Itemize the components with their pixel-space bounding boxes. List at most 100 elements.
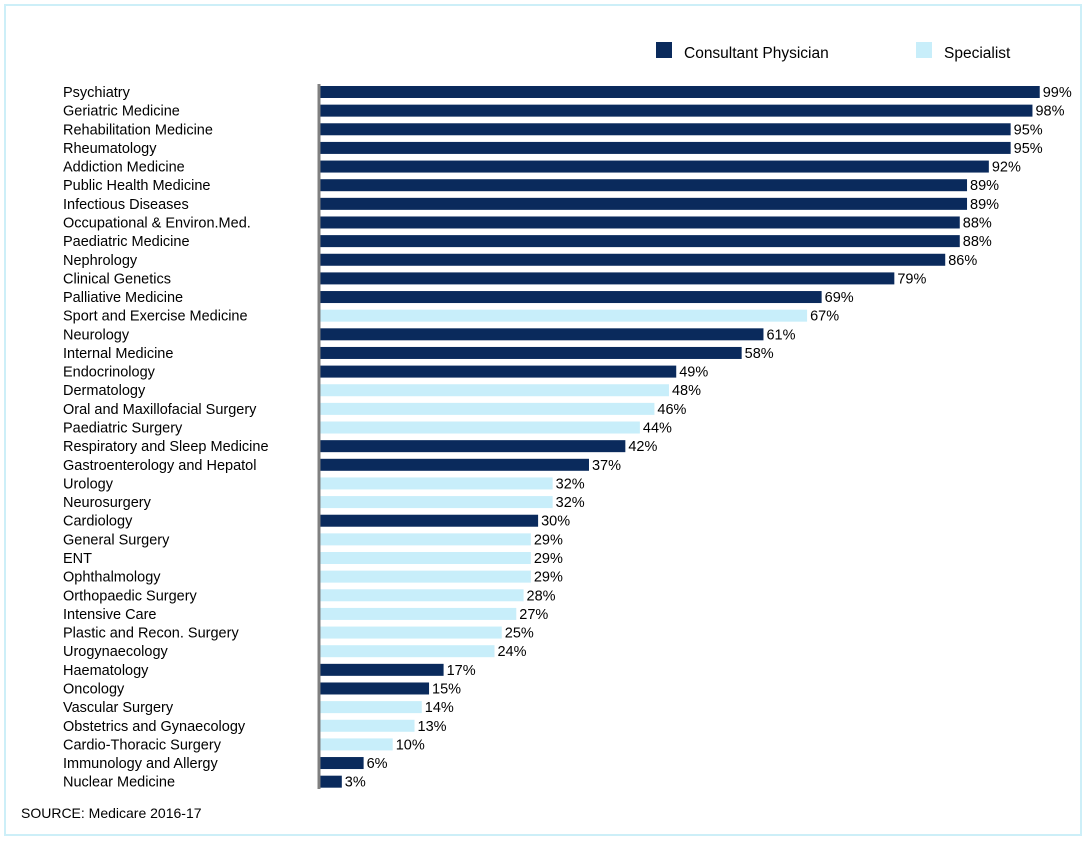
category-label-immunology-and-allergy: Immunology and Allergy [63, 756, 218, 772]
bar-sport-and-exercise-medicine [320, 309, 808, 322]
bar-oral-and-maxillofacial-surgery [320, 402, 655, 415]
value-label-nephrology: 86% [948, 253, 977, 269]
category-label-gastroenterology-and-hepatol: Gastroenterology and Hepatol [63, 458, 256, 474]
value-label-obstetrics-and-gynaecology: 13% [418, 719, 447, 735]
category-label-sport-and-exercise-medicine: Sport and Exercise Medicine [63, 309, 248, 325]
bar-urology [320, 477, 553, 490]
category-label-rehabilitation-medicine: Rehabilitation Medicine [63, 122, 213, 138]
bar-public-health-medicine [320, 179, 968, 192]
value-label-nuclear-medicine: 3% [345, 775, 366, 791]
legend-label-specialist: Specialist [944, 45, 1011, 62]
bar-endocrinology [320, 365, 677, 378]
bar-haematology [320, 663, 444, 676]
value-label-respiratory-and-sleep-medicine: 42% [628, 439, 657, 455]
value-label-immunology-and-allergy: 6% [367, 756, 388, 772]
bars-layer: Psychiatry 99% Geriatric Medicine 98% Rehabi… [63, 85, 1072, 791]
value-label-cardio-thoracic-surgery: 10% [396, 737, 425, 753]
bar-ophthalmology [320, 570, 531, 583]
bar-oncology [320, 682, 430, 695]
category-label-clinical-genetics: Clinical Genetics [63, 271, 171, 287]
value-label-endocrinology: 49% [679, 365, 708, 381]
source-note: SOURCE: Medicare 2016-17 [21, 805, 202, 821]
value-label-palliative-medicine: 69% [825, 290, 854, 306]
value-label-dermatology: 48% [672, 383, 701, 399]
bar-gastroenterology-and-hepatol [320, 458, 589, 471]
category-label-respiratory-and-sleep-medicine: Respiratory and Sleep Medicine [63, 439, 269, 455]
value-label-vascular-surgery: 14% [425, 700, 454, 716]
category-label-ophthalmology: Ophthalmology [63, 570, 161, 586]
category-label-occupational-and-environ-med: Occupational & Environ.Med. [63, 215, 251, 231]
value-label-neurology: 61% [766, 327, 795, 343]
bar-rehabilitation-medicine [320, 123, 1011, 136]
category-label-paediatric-surgery: Paediatric Surgery [63, 421, 183, 437]
category-label-internal-medicine: Internal Medicine [63, 346, 173, 362]
bar-vascular-surgery [320, 701, 422, 714]
category-label-public-health-medicine: Public Health Medicine [63, 178, 211, 194]
category-label-endocrinology: Endocrinology [63, 365, 156, 381]
value-label-paediatric-surgery: 44% [643, 421, 672, 437]
category-label-dermatology: Dermatology [63, 383, 146, 399]
bar-cardiology [320, 514, 539, 527]
category-label-urology: Urology [63, 476, 114, 492]
bar-geriatric-medicine [320, 104, 1033, 117]
value-label-intensive-care: 27% [519, 607, 548, 623]
value-label-plastic-and-recon-surgery: 25% [505, 626, 534, 642]
value-label-paediatric-medicine: 88% [963, 234, 992, 250]
bar-paediatric-medicine [320, 235, 960, 248]
value-label-public-health-medicine: 89% [970, 178, 999, 194]
category-label-haematology: Haematology [63, 663, 149, 679]
bar-cardio-thoracic-surgery [320, 738, 393, 751]
legend-swatch-consultant-physician [656, 42, 672, 58]
category-label-psychiatry: Psychiatry [63, 85, 131, 101]
category-label-nephrology: Nephrology [63, 253, 138, 269]
bar-respiratory-and-sleep-medicine [320, 440, 626, 453]
value-label-clinical-genetics: 79% [897, 271, 926, 287]
category-label-general-surgery: General Surgery [63, 532, 170, 548]
category-label-infectious-diseases: Infectious Diseases [63, 197, 189, 213]
value-label-internal-medicine: 58% [745, 346, 774, 362]
bar-nephrology [320, 253, 946, 266]
bar-orthopaedic-surgery [320, 589, 524, 602]
value-label-psychiatry: 99% [1043, 85, 1072, 101]
value-label-urology: 32% [556, 476, 585, 492]
bar-addiction-medicine [320, 160, 989, 173]
bar-nuclear-medicine [320, 775, 342, 788]
category-label-addiction-medicine: Addiction Medicine [63, 160, 185, 176]
value-label-addiction-medicine: 92% [992, 160, 1021, 176]
bar-urogynaecology [320, 645, 495, 658]
value-label-geriatric-medicine: 98% [1035, 104, 1064, 120]
category-label-plastic-and-recon-surgery: Plastic and Recon. Surgery [63, 626, 239, 642]
value-label-rheumatology: 95% [1014, 141, 1043, 157]
value-label-cardiology: 30% [541, 514, 570, 530]
value-label-ent: 29% [534, 551, 563, 567]
value-label-orthopaedic-surgery: 28% [527, 588, 556, 604]
value-label-infectious-diseases: 89% [970, 197, 999, 213]
value-label-occupational-and-environ-med: 88% [963, 215, 992, 231]
legend-label-consultant-physician: Consultant Physician [684, 45, 829, 62]
category-label-obstetrics-and-gynaecology: Obstetrics and Gynaecology [63, 719, 246, 735]
bar-ent [320, 552, 531, 564]
bar-dermatology [320, 384, 669, 397]
bar-neurosurgery [320, 496, 553, 509]
bar-internal-medicine [320, 346, 742, 359]
category-label-orthopaedic-surgery: Orthopaedic Surgery [63, 588, 198, 604]
bar-occupational-and-environ-med [320, 216, 960, 229]
legend-swatch-specialist [916, 42, 932, 58]
category-label-rheumatology: Rheumatology [63, 141, 157, 157]
bar-psychiatry [320, 86, 1040, 98]
category-label-cardio-thoracic-surgery: Cardio-Thoracic Surgery [63, 737, 222, 753]
bar-obstetrics-and-gynaecology [320, 719, 415, 732]
category-label-oral-and-maxillofacial-surgery: Oral and Maxillofacial Surgery [63, 402, 257, 418]
value-label-oral-and-maxillofacial-surgery: 46% [657, 402, 686, 418]
bar-paediatric-surgery [320, 421, 640, 434]
value-label-urogynaecology: 24% [497, 644, 526, 660]
bar-infectious-diseases [320, 197, 968, 210]
category-label-vascular-surgery: Vascular Surgery [63, 700, 174, 716]
bar-general-surgery [320, 533, 531, 546]
value-label-rehabilitation-medicine: 95% [1014, 122, 1043, 138]
value-label-sport-and-exercise-medicine: 67% [810, 309, 839, 325]
value-label-haematology: 17% [447, 663, 476, 679]
category-label-palliative-medicine: Palliative Medicine [63, 290, 183, 306]
bar-palliative-medicine [320, 291, 822, 304]
